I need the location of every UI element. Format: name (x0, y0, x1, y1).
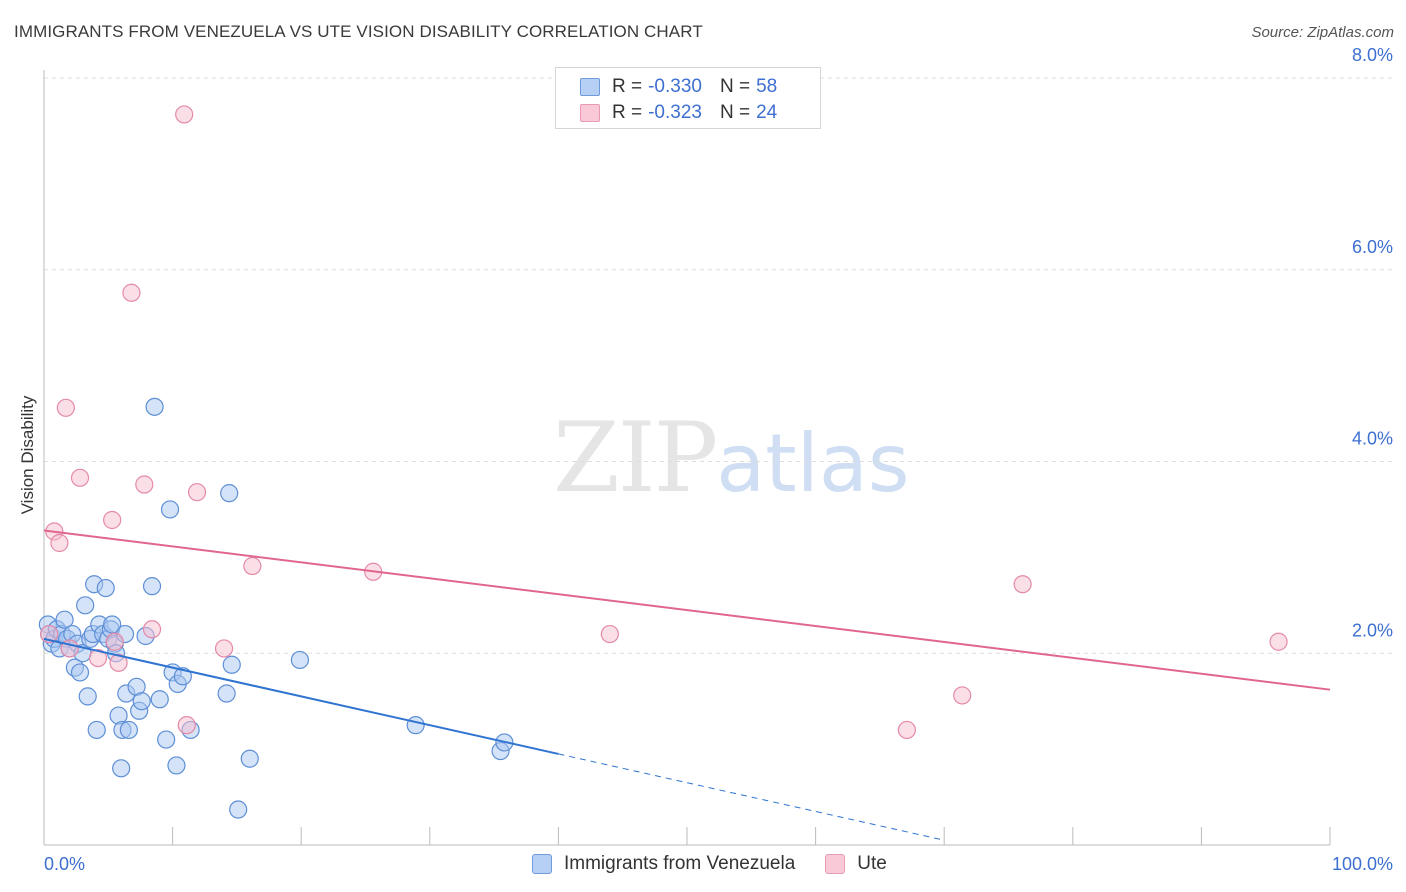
ute-point (70, 468, 90, 487)
venezuela-point (70, 663, 90, 682)
ute-point (103, 510, 122, 530)
ute-point (88, 648, 108, 668)
venezuela-point (406, 716, 425, 735)
ute-point (214, 639, 234, 658)
venezuela-trend-line (43, 637, 559, 755)
venezuela-point (167, 756, 186, 775)
ute-point (897, 720, 917, 740)
venezuela-point (157, 730, 176, 749)
venezuela-point (173, 667, 192, 686)
ute-point (177, 716, 196, 735)
venezuela-point (119, 720, 138, 740)
venezuela-point (222, 655, 241, 674)
legend-label-venezuela: Immigrants from Venezuela (564, 853, 796, 874)
venezuela-point (160, 500, 180, 519)
ute-point (122, 283, 141, 302)
venezuela-point (103, 615, 122, 634)
legend-swatch-blue (532, 854, 552, 874)
ute-trend-line (43, 529, 1331, 691)
venezuela-point (290, 650, 310, 670)
legend-n-value: 24 (756, 102, 778, 123)
legend-r-value: -0.323 (648, 102, 702, 123)
chart-title: IMMIGRANTS FROM VENEZUELA VS UTE VISION … (14, 22, 703, 41)
watermark-atlas: atlas (716, 417, 910, 510)
ute-point (187, 483, 207, 502)
legend-row-venezuela: R = -0.330 N = 58 (580, 75, 777, 99)
legend-swatch-pink (825, 854, 846, 874)
legend-n-value: 58 (756, 76, 778, 97)
venezuela-trend-extension (558, 753, 945, 841)
legend-swatch-pink (580, 104, 600, 122)
legend-n-label: N = (719, 102, 751, 123)
ute-point (243, 556, 262, 576)
x-tick-label-min: 0.0% (44, 854, 85, 874)
x-tick-label-max: 100.0% (1332, 854, 1393, 874)
legend-swatch-blue (580, 78, 600, 96)
zipatlas-watermark: ZIPatlas (553, 402, 910, 514)
ute-point (600, 624, 619, 644)
ute-point (1269, 632, 1288, 651)
venezuela-point (55, 610, 74, 629)
legend-label-ute: Ute (857, 853, 887, 874)
y-tick-label: 4.0% (1352, 429, 1393, 449)
venezuela-point (112, 759, 131, 778)
venezuela-point (132, 692, 151, 711)
venezuela-point (145, 397, 164, 416)
ute-point (1013, 575, 1032, 594)
ute-point (142, 620, 162, 639)
legend-n-label: N = (719, 76, 751, 97)
venezuela-point (76, 596, 95, 615)
venezuela-point (240, 749, 259, 768)
ute-point (175, 105, 194, 124)
ute-point (56, 398, 75, 417)
ute-point (105, 632, 124, 651)
venezuela-point (96, 578, 115, 598)
source-credit: Source: ZipAtlas.com (1251, 24, 1394, 41)
ute-point (109, 653, 128, 672)
venezuela-point (150, 690, 169, 709)
y-axis-label: Vision Disability (18, 395, 37, 515)
legend-r-value: -0.330 (648, 76, 702, 97)
legend-item-ute: Ute (825, 853, 887, 875)
legend-r-label: R = (612, 76, 643, 97)
ute-point (50, 533, 69, 553)
y-tick-label: 6.0% (1352, 237, 1393, 257)
correlation-legend: R = -0.330 N = 58 R = -0.323 N = 24 (555, 67, 821, 129)
y-tick-label: 2.0% (1352, 620, 1393, 640)
series-legend: Immigrants from Venezuela Ute (532, 851, 917, 877)
venezuela-point (229, 800, 248, 819)
venezuela-point (78, 687, 97, 706)
venezuela-point (217, 684, 236, 703)
legend-r-label: R = (612, 102, 643, 123)
venezuela-point (220, 484, 239, 503)
y-tick-label: 8.0% (1352, 45, 1393, 65)
venezuela-point (142, 577, 162, 596)
watermark-zip: ZIP (553, 402, 718, 514)
legend-row-ute: R = -0.323 N = 24 (580, 101, 777, 125)
venezuela-point (87, 720, 106, 740)
legend-item-venezuela: Immigrants from Venezuela (532, 853, 795, 875)
ute-point (953, 686, 972, 705)
ute-point (135, 475, 154, 494)
